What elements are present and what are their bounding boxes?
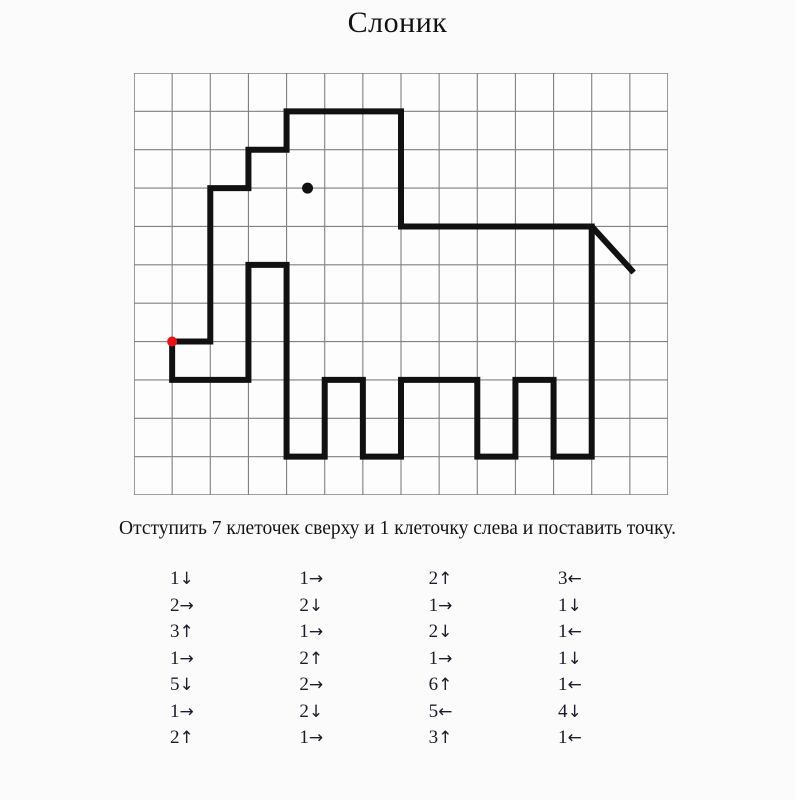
step-item: 3↑ bbox=[429, 725, 453, 752]
step-arrow-icon: ↓ bbox=[179, 675, 194, 695]
instruction-text: Отступить 7 клеточек сверху и 1 клеточку… bbox=[119, 518, 676, 539]
step-arrow-icon: ↓ bbox=[308, 595, 324, 616]
step-item: 2→ bbox=[170, 593, 194, 620]
step-arrow-icon: → bbox=[179, 595, 194, 616]
elephant-eye-dot bbox=[302, 182, 314, 194]
step-count: 2 bbox=[428, 568, 439, 589]
step-arrow-icon: → bbox=[438, 595, 453, 616]
step-arrow-icon: → bbox=[308, 622, 324, 642]
step-count: 2 bbox=[170, 594, 180, 616]
step-item: 2↑ bbox=[299, 646, 323, 673]
step-arrow-icon: ← bbox=[567, 569, 582, 589]
step-count: 2 bbox=[299, 647, 309, 669]
step-count: 4 bbox=[557, 700, 568, 722]
step-count: 2 bbox=[299, 674, 309, 695]
step-item: 2↓ bbox=[429, 619, 453, 646]
elephant-outline-path bbox=[169, 108, 595, 460]
step-count: 2 bbox=[299, 700, 309, 722]
step-arrow-icon: ← bbox=[567, 622, 582, 642]
step-item: 1← bbox=[558, 725, 582, 752]
elephant-tail-line bbox=[589, 224, 636, 275]
step-arrow-icon: ↑ bbox=[179, 728, 194, 748]
step-count: 1 bbox=[299, 568, 309, 589]
step-count: 2 bbox=[428, 621, 439, 642]
step-arrow-icon: → bbox=[308, 728, 324, 748]
step-item: 2↓ bbox=[299, 593, 323, 620]
step-arrow-icon: ↓ bbox=[438, 622, 453, 642]
step-item: 1↓ bbox=[558, 646, 582, 673]
step-item: 2↑ bbox=[429, 566, 453, 593]
step-count: 1 bbox=[428, 647, 439, 669]
step-item: 5← bbox=[429, 699, 453, 726]
step-arrow-icon: ↓ bbox=[567, 595, 582, 616]
step-count: 5 bbox=[170, 674, 180, 695]
step-arrow-icon: ↑ bbox=[438, 675, 453, 695]
step-item: 2↓ bbox=[299, 699, 323, 726]
step-item: 6↑ bbox=[429, 672, 453, 699]
step-count: 2 bbox=[299, 594, 309, 616]
step-count: 1 bbox=[170, 700, 180, 722]
step-arrow-icon: ↑ bbox=[308, 648, 324, 669]
step-count: 2 bbox=[170, 727, 180, 748]
graph-paper-grid bbox=[134, 73, 668, 495]
step-arrow-icon: ↓ bbox=[567, 701, 582, 722]
step-arrow-icon: → bbox=[438, 648, 453, 669]
step-count: 1 bbox=[557, 727, 568, 748]
start-point-dot bbox=[167, 336, 178, 347]
step-arrow-icon: ↓ bbox=[567, 648, 582, 669]
step-count: 3 bbox=[170, 621, 180, 642]
step-column-1: 1↓ 2→ 3↑ 1→ 5↓ 1→ 2↑ bbox=[170, 566, 282, 752]
step-item: 2→ bbox=[299, 672, 323, 699]
step-item: 3← bbox=[558, 566, 582, 593]
step-column-2: 1→ 2↓ 1→ 2↑ 2→ 2↓ 1→ bbox=[299, 566, 411, 752]
step-count: 1 bbox=[170, 647, 180, 669]
step-item: 1← bbox=[558, 672, 582, 699]
step-column-3: 2↑ 1→ 2↓ 1→ 6↑ 5← 3↑ bbox=[429, 566, 541, 752]
step-count: 5 bbox=[428, 700, 439, 722]
step-list: 1↓ 2→ 3↑ 1→ 5↓ 1→ 2↑ 1→ 2↓ 1→ 2↑ 2→ 2↓ 1→ 2↑ 1→ 2↓ 1→ 6↑… bbox=[170, 566, 670, 752]
step-arrow-icon: ↓ bbox=[179, 569, 194, 589]
step-item: 5↓ bbox=[170, 672, 194, 699]
step-arrow-icon: ← bbox=[567, 675, 582, 695]
step-item: 1← bbox=[558, 619, 582, 646]
step-arrow-icon: → bbox=[308, 675, 324, 695]
step-count: 1 bbox=[557, 674, 568, 695]
step-count: 6 bbox=[428, 674, 439, 695]
step-count: 3 bbox=[428, 727, 439, 748]
step-count: 1 bbox=[170, 568, 180, 589]
step-arrow-icon: ↓ bbox=[308, 701, 324, 722]
step-count: 3 bbox=[557, 568, 568, 589]
step-count: 1 bbox=[557, 621, 568, 642]
step-count: 1 bbox=[299, 621, 309, 642]
step-arrow-icon: ↑ bbox=[438, 728, 453, 748]
step-column-4: 3← 1↓ 1← 1↓ 1← 4↓ 1← bbox=[558, 566, 670, 752]
step-item: 1→ bbox=[299, 566, 323, 593]
page-title: Слоник bbox=[347, 6, 448, 39]
step-item: 1→ bbox=[429, 646, 453, 673]
step-arrow-icon: → bbox=[179, 701, 194, 722]
step-item: 3↑ bbox=[170, 619, 194, 646]
step-item: 1↓ bbox=[558, 593, 582, 620]
step-arrow-icon: ← bbox=[438, 701, 453, 722]
step-item: 1→ bbox=[299, 725, 323, 752]
step-item: 1↓ bbox=[170, 566, 194, 593]
step-count: 1 bbox=[557, 647, 568, 669]
grid-drawing-canvas bbox=[134, 73, 668, 495]
step-arrow-icon: → bbox=[308, 569, 324, 589]
step-arrow-icon: ↑ bbox=[438, 569, 453, 589]
step-count: 1 bbox=[428, 594, 439, 616]
step-count: 1 bbox=[299, 727, 309, 748]
step-arrow-icon: ← bbox=[567, 728, 582, 748]
step-item: 1→ bbox=[299, 619, 323, 646]
step-item: 1→ bbox=[170, 646, 194, 673]
step-arrow-icon: → bbox=[179, 648, 194, 669]
step-item: 2↑ bbox=[170, 725, 194, 752]
step-count: 1 bbox=[557, 594, 568, 616]
step-arrow-icon: ↑ bbox=[179, 622, 194, 642]
step-item: 4↓ bbox=[558, 699, 582, 726]
step-item: 1→ bbox=[429, 593, 453, 620]
step-item: 1→ bbox=[170, 699, 194, 726]
